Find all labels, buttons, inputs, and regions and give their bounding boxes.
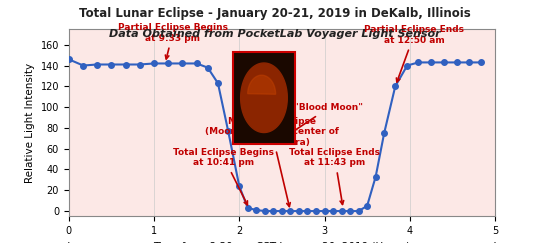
Polygon shape — [248, 75, 276, 94]
Text: Total Eclipse Begins
at 10:41 pm: Total Eclipse Begins at 10:41 pm — [173, 148, 274, 205]
Text: "Blood Moon": "Blood Moon" — [279, 103, 363, 141]
Text: Partial Eclipse Begins
at 9:33 pm: Partial Eclipse Begins at 9:33 pm — [118, 23, 228, 59]
Polygon shape — [241, 63, 287, 132]
Text: Maximum Eclipse
(Moon closest to center of
earth's umbra): Maximum Eclipse (Moon closest to center … — [205, 117, 339, 207]
X-axis label: Time from 8:30 pm CST January 20, 2019 (Hours): Time from 8:30 pm CST January 20, 2019 (… — [153, 242, 410, 243]
Text: Data Obtained from PocketLab Voyager Light Sensor: Data Obtained from PocketLab Voyager Lig… — [109, 29, 441, 39]
Text: Partial Eclipse Ends
at 12:50 am: Partial Eclipse Ends at 12:50 am — [364, 25, 464, 82]
FancyBboxPatch shape — [233, 52, 295, 144]
Text: Total Eclipse Ends
at 11:43 pm: Total Eclipse Ends at 11:43 pm — [289, 148, 380, 204]
Y-axis label: Relative Light Intensity: Relative Light Intensity — [25, 63, 35, 183]
Text: Total Lunar Eclipse - January 20-21, 2019 in DeKalb, Illinois: Total Lunar Eclipse - January 20-21, 201… — [79, 7, 471, 20]
